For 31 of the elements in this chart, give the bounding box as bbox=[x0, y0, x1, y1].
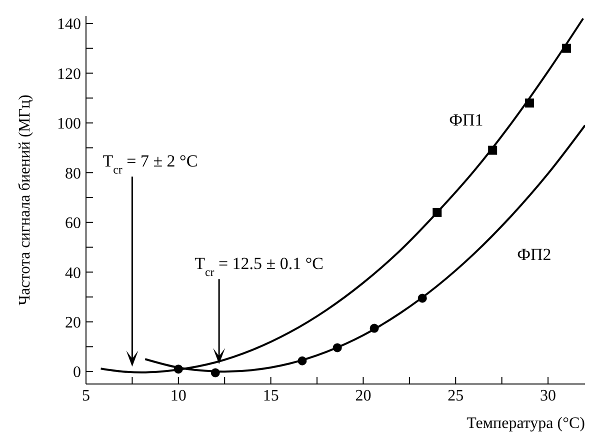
annotation: T$_{cr}$ = 12.5 ± 0.1 °C bbox=[194, 254, 324, 280]
x-tick-label: 5 bbox=[82, 387, 90, 404]
point bbox=[432, 208, 442, 217]
y-axis-title: Частота сигнала биений (МГц) bbox=[16, 94, 34, 306]
x-tick-label: 25 bbox=[448, 387, 464, 404]
point bbox=[562, 44, 572, 53]
y-tick-label: 100 bbox=[57, 116, 81, 133]
point bbox=[210, 368, 220, 378]
point bbox=[418, 294, 427, 303]
x-axis-title: Температура (°C) bbox=[466, 415, 585, 432]
x-tick-label: 10 bbox=[170, 387, 186, 404]
point bbox=[332, 343, 342, 352]
point bbox=[298, 356, 307, 366]
y-tick-label: 120 bbox=[57, 66, 81, 83]
y-tick-label: 20 bbox=[65, 314, 81, 332]
point bbox=[370, 324, 379, 333]
line-series bbox=[100, 17, 584, 374]
point bbox=[174, 364, 183, 374]
x-tick-label: 15 bbox=[262, 387, 279, 404]
series-label: ФП2 bbox=[517, 245, 552, 264]
x-tick-label: 30 bbox=[540, 387, 556, 404]
y-tick-label: 140 bbox=[57, 16, 81, 34]
y-tick-label: 40 bbox=[65, 264, 81, 282]
series-label: ФП1 bbox=[449, 110, 484, 130]
point bbox=[525, 98, 534, 108]
y-tick-label: 80 bbox=[65, 165, 81, 182]
point bbox=[488, 146, 498, 155]
y-tick-label: 60 bbox=[65, 215, 81, 232]
annotation: T$_{cr}$ = 7 ± 2 °C bbox=[102, 152, 198, 177]
y-tick-label: 0 bbox=[73, 364, 81, 382]
x-tick-label: 20 bbox=[355, 387, 372, 404]
